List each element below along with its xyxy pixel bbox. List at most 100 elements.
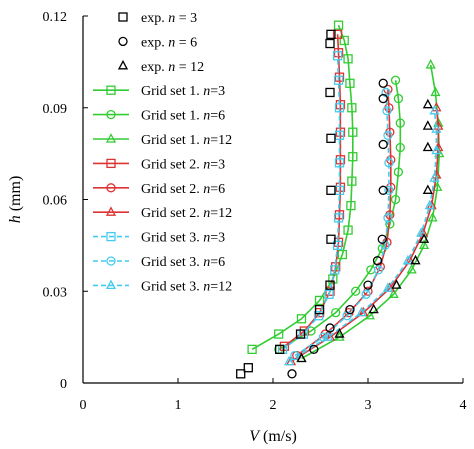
data-point	[430, 86, 441, 97]
data-point	[388, 288, 399, 298]
data-point	[318, 332, 329, 342]
data-point	[418, 233, 430, 243]
y-axis-label-unit: (mm)	[7, 176, 24, 216]
data-point	[346, 200, 356, 211]
data-point	[383, 213, 393, 223]
y-tick-label: 0.06	[43, 194, 68, 209]
legend-label: Grid set 3. n=6	[141, 255, 225, 270]
data-point	[383, 130, 393, 140]
data-point	[314, 304, 325, 315]
x-axis-label-symbol: V	[249, 428, 261, 445]
data-point	[390, 194, 401, 205]
x-axis-label: V (m/s)	[249, 428, 297, 445]
data-point	[236, 369, 246, 379]
series-11	[290, 87, 394, 361]
data-point	[326, 133, 336, 143]
data-point	[416, 227, 427, 237]
legend-marker	[106, 231, 116, 242]
data-point	[333, 20, 344, 30]
data-point	[247, 344, 257, 355]
series-12	[284, 104, 442, 366]
data-point	[378, 78, 388, 88]
data-point	[326, 185, 336, 195]
data-point	[334, 331, 345, 341]
legend-item: Grid set 3. n=12	[93, 279, 232, 294]
series-line	[283, 34, 342, 347]
data-point	[343, 54, 353, 64]
data-point	[429, 172, 440, 182]
data-point	[347, 176, 357, 186]
data-point	[378, 93, 388, 104]
series-line	[294, 92, 390, 357]
data-point	[279, 341, 290, 351]
legend-marker	[118, 36, 128, 47]
y-tick-label: 0.12	[43, 10, 68, 25]
x-tick-label: 3	[365, 398, 372, 413]
series-2	[287, 78, 388, 379]
data-point	[422, 120, 433, 130]
data-point	[382, 106, 392, 116]
data-point	[295, 329, 306, 339]
y-axis-label-symbol: h	[7, 215, 24, 223]
data-point	[347, 103, 357, 113]
legend-label: Grid set 2. n=6	[141, 182, 225, 197]
data-point	[330, 265, 340, 275]
data-point	[422, 98, 433, 109]
data-point	[313, 311, 324, 321]
data-point	[350, 286, 361, 296]
data-point	[425, 59, 436, 69]
legend-marker	[105, 206, 117, 216]
series-line	[282, 55, 341, 351]
data-point	[391, 279, 402, 289]
data-point	[378, 185, 388, 195]
data-point	[431, 144, 442, 155]
series-1	[236, 29, 336, 379]
plot-series	[236, 20, 445, 379]
data-point	[325, 280, 335, 290]
data-point	[314, 295, 325, 306]
data-point	[333, 48, 344, 58]
legend-marker	[118, 12, 128, 22]
data-point	[393, 93, 404, 104]
data-point	[274, 329, 284, 339]
data-point	[348, 152, 358, 162]
series-3	[296, 98, 433, 363]
legend-marker	[106, 85, 116, 95]
data-point	[345, 304, 355, 315]
legend-marker	[106, 256, 116, 266]
data-point	[368, 303, 379, 314]
legend-label: Grid set 2. n=12	[141, 206, 232, 221]
data-point	[337, 249, 348, 260]
data-point	[332, 240, 343, 251]
data-point	[427, 211, 438, 222]
data-point	[309, 344, 319, 355]
data-point	[331, 308, 341, 318]
data-point	[373, 265, 384, 275]
legend-label: Grid set 1. n=12	[141, 133, 232, 148]
data-point	[384, 158, 394, 168]
legend-item: exp. n = 12	[117, 60, 204, 75]
legend-item: Grid set 2. n=6	[93, 182, 225, 197]
legend-item: Grid set 3. n=3	[93, 231, 225, 246]
data-point	[332, 51, 343, 61]
data-point	[325, 38, 335, 49]
data-point	[335, 182, 346, 192]
data-point	[334, 72, 345, 82]
data-point	[384, 185, 394, 195]
data-point	[422, 141, 433, 152]
data-point	[339, 35, 349, 46]
data-point	[431, 123, 442, 133]
x-axis-label-unit: (m/s)	[259, 428, 297, 445]
data-point	[334, 103, 345, 113]
data-point	[323, 331, 334, 341]
data-point	[328, 274, 338, 284]
legend: exp. n = 3 exp. n = 6 exp. n = 12 Grid set …	[93, 11, 232, 294]
x-tick-label: 1	[175, 398, 182, 413]
data-point	[348, 127, 358, 137]
data-point	[243, 363, 253, 373]
data-point	[296, 352, 307, 363]
legend-label: Grid set 3. n=3	[141, 231, 225, 246]
data-point	[343, 225, 353, 235]
data-point	[361, 289, 371, 299]
